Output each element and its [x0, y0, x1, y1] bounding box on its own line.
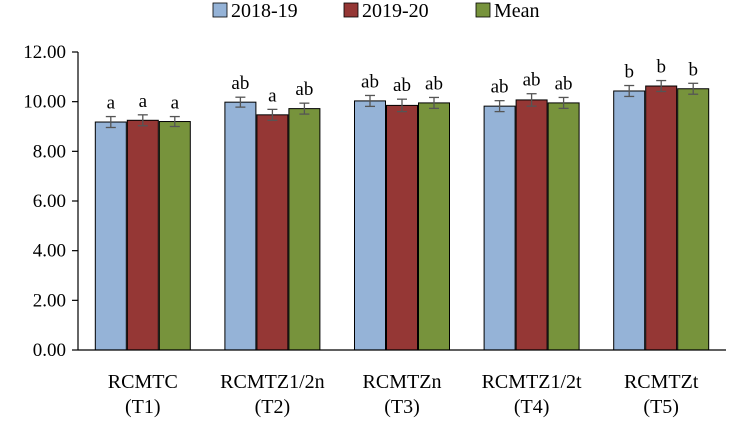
significance-label: ab	[523, 70, 541, 91]
bar	[126, 119, 159, 351]
legend-label: 2018-19	[231, 0, 298, 22]
bar	[256, 114, 289, 351]
bar	[645, 85, 678, 351]
bar	[677, 88, 710, 351]
significance-label: ab	[393, 75, 411, 96]
legend-swatch	[212, 2, 228, 18]
significance-label: a	[107, 93, 116, 114]
y-tick-label: 12.00	[23, 42, 66, 63]
significance-label: b	[624, 62, 634, 83]
y-axis: 0.00 2.00 4.00 6.00 8.00 10.00 12.00	[23, 42, 79, 361]
x-tick-label: RCMTZ1/2t (T4)	[482, 371, 582, 418]
x-axis: RCMTC (T1) RCMTZ1/2n (T2) RCMTZn (T3) RCMTZ1/2…	[78, 349, 726, 418]
bar	[515, 99, 548, 351]
bar	[483, 105, 516, 351]
y-tick-label: 8.00	[33, 141, 66, 162]
bar	[158, 121, 191, 351]
significance-label: ab	[425, 73, 443, 94]
significance-label: a	[139, 91, 148, 112]
significance-label: a	[171, 93, 180, 114]
x-tick-label: RCMTC (T1)	[108, 371, 178, 418]
significance-label: a	[268, 85, 277, 106]
bar	[386, 104, 418, 351]
bar	[288, 108, 321, 351]
bar	[354, 100, 386, 351]
y-tick-label: 6.00	[33, 191, 66, 212]
x-tick-label: RCMTZn (T3)	[363, 371, 442, 418]
x-tick-label: RCMTZt (T5)	[624, 371, 699, 418]
y-tick-label: 4.00	[33, 241, 66, 262]
significance-label: ab	[295, 79, 313, 100]
y-tick-label: 2.00	[33, 290, 66, 311]
bar	[613, 90, 646, 351]
significance-label: b	[688, 59, 698, 80]
significance-label: b	[656, 57, 666, 78]
bar	[547, 102, 580, 351]
bar	[418, 102, 450, 351]
significance-label: ab	[361, 71, 379, 92]
legend-label: Mean	[494, 0, 540, 22]
legend-label: 2019-20	[362, 0, 429, 22]
legend-swatch	[475, 2, 491, 18]
y-tick-label: 0.00	[33, 340, 66, 361]
significance-label: ab	[231, 73, 249, 94]
legend: 2018-19 2019-20 Mean	[212, 0, 540, 22]
bar	[224, 101, 257, 351]
legend-swatch	[343, 2, 359, 18]
bar	[94, 121, 127, 351]
significance-label: ab	[491, 77, 509, 98]
y-tick-label: 10.00	[23, 92, 66, 113]
significance-label: ab	[555, 73, 573, 94]
x-tick-label: RCMTZ1/2n (T2)	[220, 371, 324, 418]
